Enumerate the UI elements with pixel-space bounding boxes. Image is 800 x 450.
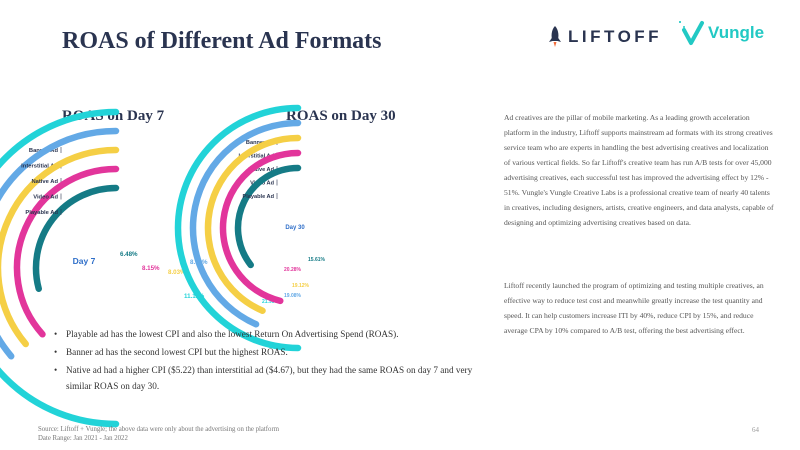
- date-range-text: Date Range: Jan 2021 - Jan 2022: [38, 434, 128, 442]
- liftoff-logo: LIFTOFF: [548, 26, 662, 48]
- arc-playable-ad: [32, 184, 120, 292]
- value-label: 19.12%: [292, 283, 310, 289]
- arc-interstitial-ad: [0, 127, 120, 360]
- value-label: 21.95%: [262, 299, 280, 305]
- arc-video-ad: [13, 165, 120, 338]
- chart-title-day30: ROAS on Day 30: [286, 108, 396, 124]
- value-label: 6.48%: [120, 251, 138, 258]
- page-number: 64: [752, 426, 759, 434]
- page-title: ROAS of Different Ad Formats: [62, 28, 382, 54]
- finding-text: Playable ad has the lowest CPI and also …: [66, 329, 399, 339]
- arc-playable-ad: [234, 164, 302, 269]
- value-label: 20.28%: [284, 267, 302, 273]
- value-label: 8.03%: [168, 269, 186, 276]
- source-text: Source: Liftoff + Vungle; the above data…: [38, 426, 279, 433]
- vungle-mark-icon: [679, 21, 704, 45]
- legend-label: Native Ad: [248, 167, 274, 173]
- legend-label: Native Ad: [31, 179, 58, 185]
- value-label: 19.08%: [284, 293, 302, 299]
- legend-label: Interstitial Ad: [21, 164, 58, 170]
- bullet-icon: •: [54, 329, 58, 339]
- vungle-logo: Vungle: [676, 20, 764, 46]
- description-paragraph-2: Liftoff recently launched the program of…: [504, 281, 764, 335]
- finding-text: Native ad had a higher CPI ($5.22) than …: [66, 365, 473, 391]
- value-label: 15.61%: [308, 257, 326, 263]
- finding-item: • Playable ad has the lowest CPI and also…: [52, 327, 492, 343]
- arc-interstitial-ad: [189, 119, 302, 328]
- key-findings-list: • Playable ad has the lowest CPI and also…: [52, 327, 492, 397]
- legend-label: Playable Ad: [242, 194, 274, 200]
- legend-label: Interstitial Ad: [238, 154, 274, 160]
- legend-label: Playable Ad: [25, 210, 58, 216]
- description-paragraph-1: Ad creatives are the pillar of mobile ma…: [504, 113, 774, 227]
- arc-banner-ad: [0, 108, 120, 428]
- source-note: Source: Liftoff + Vungle; the above data…: [38, 426, 279, 443]
- value-label: 8.15%: [142, 265, 160, 272]
- finding-item: • Native ad had a higher CPI ($5.22) than…: [52, 363, 492, 394]
- rocket-icon: [549, 26, 561, 47]
- bullet-icon: •: [54, 347, 58, 357]
- arc-native-ad: [204, 134, 302, 314]
- value-label: 11.11%: [184, 293, 205, 300]
- arc-native-ad: [0, 146, 120, 348]
- center-label: Day 30: [285, 225, 305, 231]
- arc-video-ad: [219, 149, 302, 305]
- legend-label: Video Ad: [33, 195, 58, 201]
- vungle-wordmark: Vungle: [708, 23, 765, 42]
- arc-banner-ad: [174, 104, 302, 352]
- finding-item: • Banner ad has the second lowest CPI but…: [52, 345, 492, 361]
- finding-text: Banner ad has the second lowest CPI but …: [66, 347, 288, 357]
- liftoff-wordmark: LIFTOFF: [568, 27, 663, 46]
- bullet-icon: •: [54, 365, 58, 375]
- center-label: Day 7: [73, 256, 96, 266]
